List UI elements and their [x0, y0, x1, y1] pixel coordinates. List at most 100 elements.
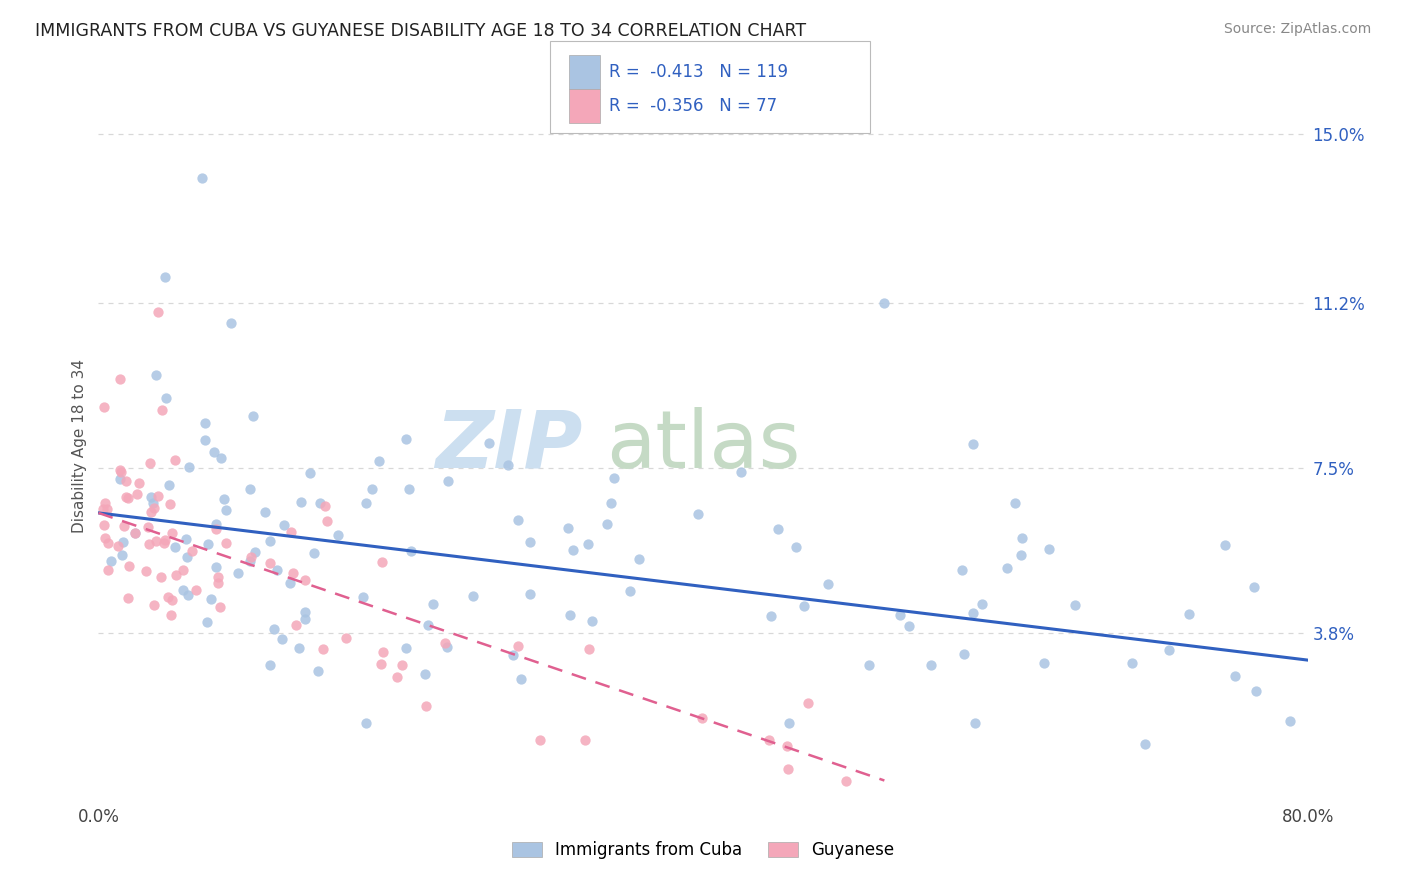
- Point: [159, 496, 181, 510]
- Point: [858, 658, 880, 673]
- Point: [226, 566, 249, 580]
- Point: [166, 567, 188, 582]
- Point: [422, 597, 444, 611]
- Text: R =  -0.356   N = 77: R = -0.356 N = 77: [609, 96, 778, 114]
- Point: [766, 522, 789, 536]
- Point: [529, 733, 551, 747]
- Point: [502, 648, 524, 662]
- Point: [391, 657, 413, 672]
- Point: [107, 539, 129, 553]
- Point: [153, 533, 176, 547]
- Point: [506, 513, 529, 527]
- Point: [1010, 548, 1032, 562]
- Point: [94, 496, 117, 510]
- Point: [176, 588, 198, 602]
- Point: [463, 589, 485, 603]
- Point: [155, 391, 177, 405]
- Point: [370, 657, 392, 671]
- Point: [288, 641, 311, 656]
- Point: [395, 432, 418, 446]
- Point: [207, 569, 229, 583]
- Point: [962, 606, 984, 620]
- Point: [290, 495, 312, 509]
- Point: [370, 555, 392, 569]
- Point: [149, 570, 172, 584]
- Point: [112, 519, 135, 533]
- Point: [197, 537, 219, 551]
- Point: [889, 608, 911, 623]
- Point: [142, 500, 165, 515]
- Point: [1033, 657, 1056, 671]
- Point: [114, 474, 136, 488]
- Point: [920, 657, 942, 672]
- Point: [111, 535, 134, 549]
- Point: [797, 696, 820, 710]
- Point: [560, 607, 582, 622]
- Point: [259, 533, 281, 548]
- Point: [243, 545, 266, 559]
- Text: atlas: atlas: [606, 407, 800, 485]
- Point: [581, 614, 603, 628]
- Point: [212, 492, 235, 507]
- Point: [394, 641, 416, 656]
- Point: [157, 477, 180, 491]
- Point: [785, 540, 807, 554]
- Point: [595, 516, 617, 531]
- Point: [962, 437, 984, 451]
- Point: [195, 615, 218, 629]
- Point: [368, 453, 391, 467]
- Point: [314, 499, 336, 513]
- Point: [174, 532, 197, 546]
- Y-axis label: Disability Age 18 to 34: Disability Age 18 to 34: [72, 359, 87, 533]
- Point: [599, 496, 621, 510]
- Point: [508, 639, 530, 653]
- Point: [970, 597, 993, 611]
- Point: [200, 592, 222, 607]
- Point: [335, 631, 357, 645]
- Point: [181, 544, 204, 558]
- Point: [758, 732, 780, 747]
- Point: [690, 710, 713, 724]
- Point: [352, 590, 374, 604]
- Point: [897, 618, 920, 632]
- Point: [93, 517, 115, 532]
- Point: [761, 609, 783, 624]
- Point: [145, 368, 167, 383]
- Point: [519, 587, 541, 601]
- Point: [124, 526, 146, 541]
- Point: [309, 496, 332, 510]
- Point: [266, 563, 288, 577]
- Point: [294, 573, 316, 587]
- Point: [574, 732, 596, 747]
- Point: [209, 450, 232, 465]
- Point: [115, 490, 138, 504]
- Point: [280, 525, 302, 540]
- Point: [283, 566, 305, 580]
- Point: [124, 526, 146, 541]
- Point: [399, 543, 422, 558]
- Point: [239, 482, 262, 496]
- Point: [110, 472, 132, 486]
- Point: [204, 517, 226, 532]
- Point: [184, 583, 207, 598]
- Point: [776, 739, 799, 753]
- Legend: Immigrants from Cuba, Guyanese: Immigrants from Cuba, Guyanese: [505, 835, 901, 866]
- Point: [194, 433, 217, 447]
- Point: [1225, 669, 1247, 683]
- Point: [117, 591, 139, 605]
- Point: [273, 518, 295, 533]
- Point: [312, 642, 335, 657]
- Point: [145, 534, 167, 549]
- Point: [205, 522, 228, 536]
- Point: [160, 608, 183, 623]
- Point: [398, 482, 420, 496]
- Point: [204, 560, 226, 574]
- Point: [271, 632, 294, 646]
- Point: [817, 576, 839, 591]
- Point: [730, 465, 752, 479]
- Point: [416, 618, 439, 632]
- Text: ZIP: ZIP: [434, 407, 582, 485]
- Point: [207, 575, 229, 590]
- Point: [150, 403, 173, 417]
- Point: [253, 505, 276, 519]
